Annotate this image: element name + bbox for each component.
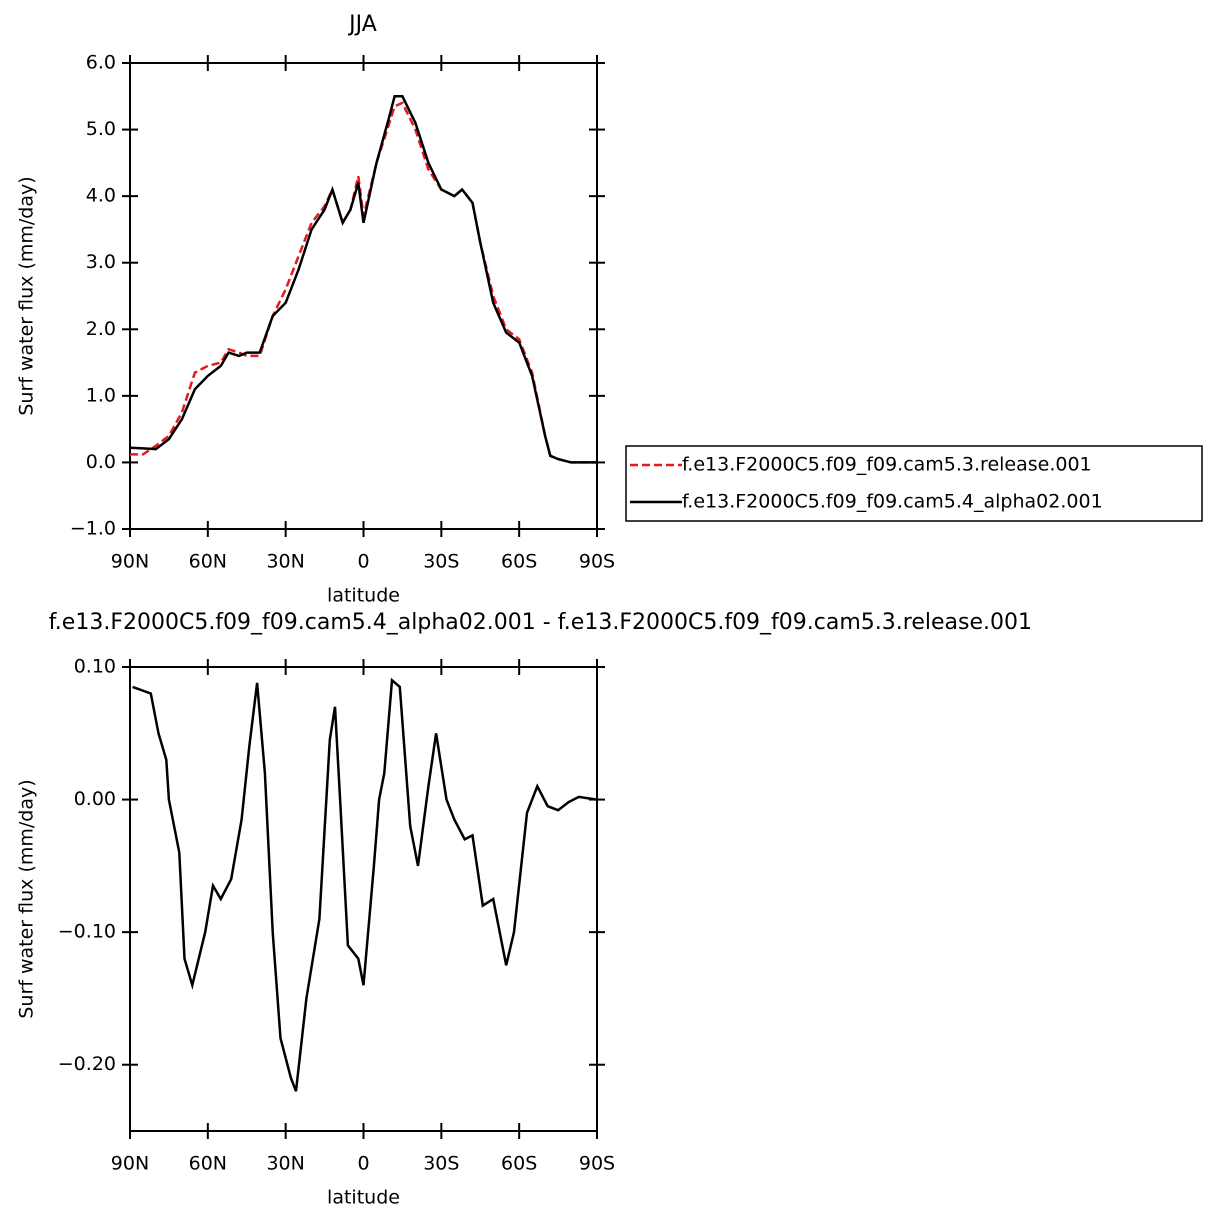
y-axis-label: Surf water flux (mm/day) bbox=[16, 176, 38, 415]
x-tick-label: 60S bbox=[501, 551, 537, 573]
y-tick-label: 0.10 bbox=[74, 656, 116, 678]
y-tick-label: 6.0 bbox=[86, 52, 116, 74]
y-tick-label: 2.0 bbox=[86, 318, 116, 340]
legend-label: f.e13.F2000C5.f09_f09.cam5.4_alpha02.001 bbox=[682, 491, 1103, 513]
x-axis-label: latitude bbox=[327, 585, 400, 607]
x-tick-label: 60N bbox=[189, 551, 227, 573]
x-tick-label: 0 bbox=[357, 1153, 369, 1175]
y-tick-label: 0.00 bbox=[74, 788, 116, 810]
y-axis-label: Surf water flux (mm/day) bbox=[16, 779, 38, 1018]
legend-box bbox=[625, 445, 1203, 522]
y-tick-label: −0.10 bbox=[58, 921, 116, 943]
x-tick-label: 30S bbox=[423, 551, 459, 573]
y-tick-label: −1.0 bbox=[70, 518, 116, 540]
x-tick-label: 30S bbox=[423, 1153, 459, 1175]
x-tick-label: 0 bbox=[357, 551, 369, 573]
y-tick-label: 0.0 bbox=[86, 451, 116, 473]
y-tick-label: 1.0 bbox=[86, 384, 116, 406]
x-tick-label: 30N bbox=[266, 1153, 304, 1175]
x-axis-label: latitude bbox=[327, 1187, 400, 1209]
data-line bbox=[130, 101, 597, 464]
x-tick-label: 30N bbox=[266, 551, 304, 573]
y-tick-label: −0.20 bbox=[58, 1053, 116, 1075]
x-tick-label: 90N bbox=[111, 551, 149, 573]
plot-frame bbox=[129, 62, 598, 530]
data-line bbox=[129, 95, 597, 464]
plot-frame bbox=[129, 666, 598, 1132]
data-line bbox=[132, 677, 598, 1092]
chart-title: JJA bbox=[347, 12, 377, 37]
y-tick-label: 3.0 bbox=[86, 251, 116, 273]
chart-title: f.e13.F2000C5.f09_f09.cam5.4_alpha02.001… bbox=[49, 610, 1032, 635]
x-tick-label: 90S bbox=[579, 551, 615, 573]
y-tick-label: 5.0 bbox=[86, 118, 116, 140]
x-tick-label: 90N bbox=[111, 1153, 149, 1175]
x-tick-label: 60N bbox=[189, 1153, 227, 1175]
x-tick-label: 90S bbox=[579, 1153, 615, 1175]
x-tick-label: 60S bbox=[501, 1153, 537, 1175]
y-tick-label: 4.0 bbox=[86, 185, 116, 207]
legend-label: f.e13.F2000C5.f09_f09.cam5.3.release.001 bbox=[682, 454, 1092, 476]
